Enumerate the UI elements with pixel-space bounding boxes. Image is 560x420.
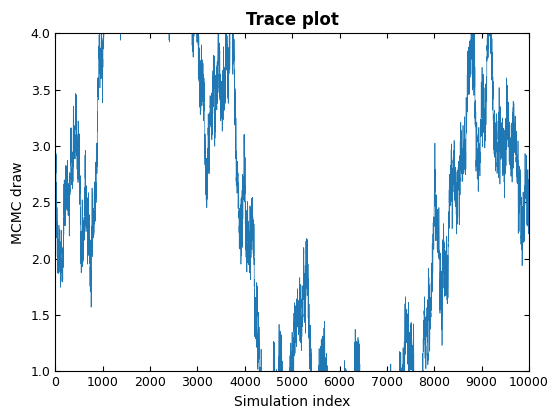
Y-axis label: MCMC draw: MCMC draw [11,161,25,244]
X-axis label: Simulation index: Simulation index [234,395,351,409]
Title: Trace plot: Trace plot [246,11,339,29]
